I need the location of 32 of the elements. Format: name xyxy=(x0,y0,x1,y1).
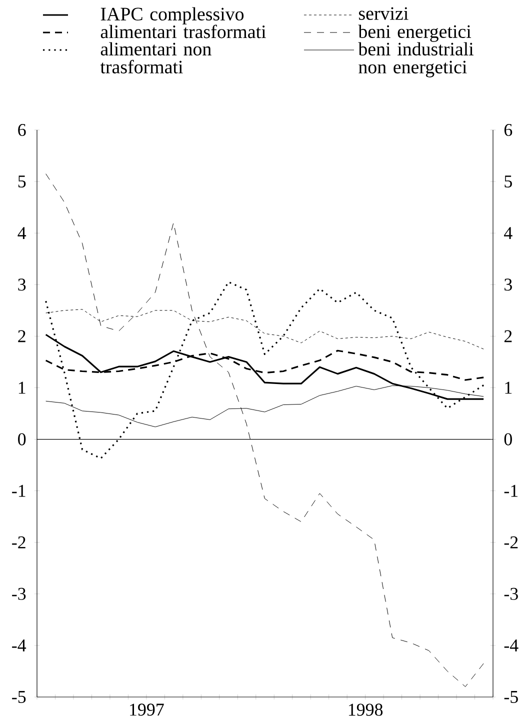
legend-label: alimentari non trasformati xyxy=(100,42,212,74)
y2-tick-label: 5 xyxy=(18,176,26,188)
x-tick-label: 1997 xyxy=(130,704,164,716)
legend-label: beni industriali non energetici xyxy=(358,42,474,78)
legend-label: alimentari trasformati xyxy=(100,24,266,38)
y-tick-label: 1 xyxy=(505,382,512,394)
legend-label: IAPC complessivo xyxy=(100,7,244,24)
y-tick-label: -4 xyxy=(504,640,518,652)
y2-tick-label: 2 xyxy=(18,330,26,342)
y-tick-label: -1 xyxy=(504,484,518,497)
y-tick-label: 3 xyxy=(504,278,512,291)
y2-tick-label: -1 xyxy=(12,484,26,497)
y-tick-label: 4 xyxy=(504,227,512,239)
y2-tick-label: -4 xyxy=(12,640,26,652)
y2-tick-label: 4 xyxy=(18,227,26,239)
y-tick-label: 0 xyxy=(504,433,512,446)
y-tick-label: -2 xyxy=(504,536,518,548)
y2-tick-label: -3 xyxy=(12,588,26,600)
x-tick-label: 1998 xyxy=(348,704,383,716)
y-tick-label: 6 xyxy=(504,124,512,136)
y2-tick-label: -2 xyxy=(12,536,26,548)
y2-tick-label: 0 xyxy=(18,433,26,446)
y2-tick-label: -5 xyxy=(12,691,26,703)
legend-label: servizi xyxy=(358,7,408,20)
y2-tick-label: 3 xyxy=(18,278,26,291)
y-tick-label: -5 xyxy=(504,691,518,703)
y2-tick-label: 1 xyxy=(18,382,26,394)
y-tick-label: -3 xyxy=(504,588,518,600)
legend-label: beni energetici xyxy=(358,24,472,42)
y-tick-label: 2 xyxy=(504,330,512,342)
y-tick-label: 5 xyxy=(504,176,512,188)
y2-tick-label: 6 xyxy=(18,124,26,136)
